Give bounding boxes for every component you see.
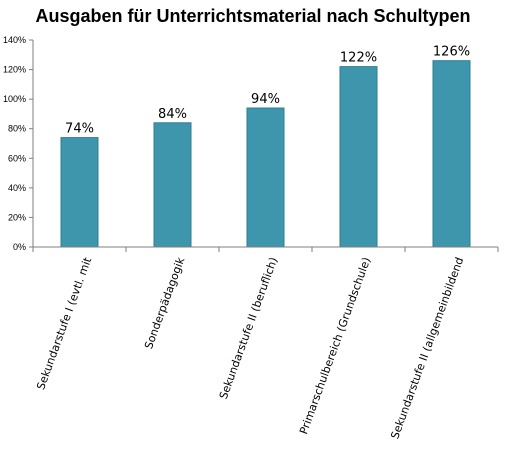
bar-3 bbox=[339, 66, 378, 248]
data-label-1: 84% bbox=[158, 107, 187, 122]
bar-4 bbox=[432, 60, 471, 248]
x-tick-label-1: Sonderpädagogik bbox=[142, 255, 187, 351]
y-tick-label: 40% bbox=[8, 183, 26, 193]
bar-1 bbox=[153, 122, 192, 248]
chart-title: Ausgaben für Unterrichtsmaterial nach Sc… bbox=[35, 6, 470, 26]
bars bbox=[60, 60, 471, 248]
x-axis: Sekundarstufe I (evtl. mit Sonderpädagogi… bbox=[32, 246, 499, 441]
x-tick-label-3: Primarschulbereich (Grundschule) bbox=[297, 256, 373, 436]
data-label-2: 94% bbox=[251, 92, 280, 107]
y-tick-label: 0% bbox=[13, 242, 26, 252]
y-tick-label: 60% bbox=[8, 153, 26, 163]
y-tick-label: 20% bbox=[8, 212, 26, 222]
data-label-4: 126% bbox=[433, 45, 470, 60]
bar-0 bbox=[60, 137, 99, 248]
data-label-3: 122% bbox=[340, 51, 377, 66]
x-tick-label-4: Sekundarstufe II (allgemeinbildend bbox=[388, 256, 466, 441]
bar-2 bbox=[246, 107, 285, 248]
data-labels: 74% 84% 94% 122% 126% bbox=[65, 45, 470, 137]
y-tick-label: 120% bbox=[3, 65, 26, 75]
y-tick-label: 100% bbox=[3, 94, 26, 104]
y-tick-label: 80% bbox=[8, 124, 26, 134]
data-label-0: 74% bbox=[65, 122, 94, 137]
y-axis: 0% 20% 40% 60% 80% 100% 120% 140% bbox=[3, 35, 34, 252]
y-tick-label: 140% bbox=[3, 35, 26, 45]
x-tick-label-2: Sekundarstufe II (beruflich) bbox=[217, 256, 281, 401]
x-tick-label-0: Sekundarstufe I (evtl. mit bbox=[34, 255, 94, 392]
